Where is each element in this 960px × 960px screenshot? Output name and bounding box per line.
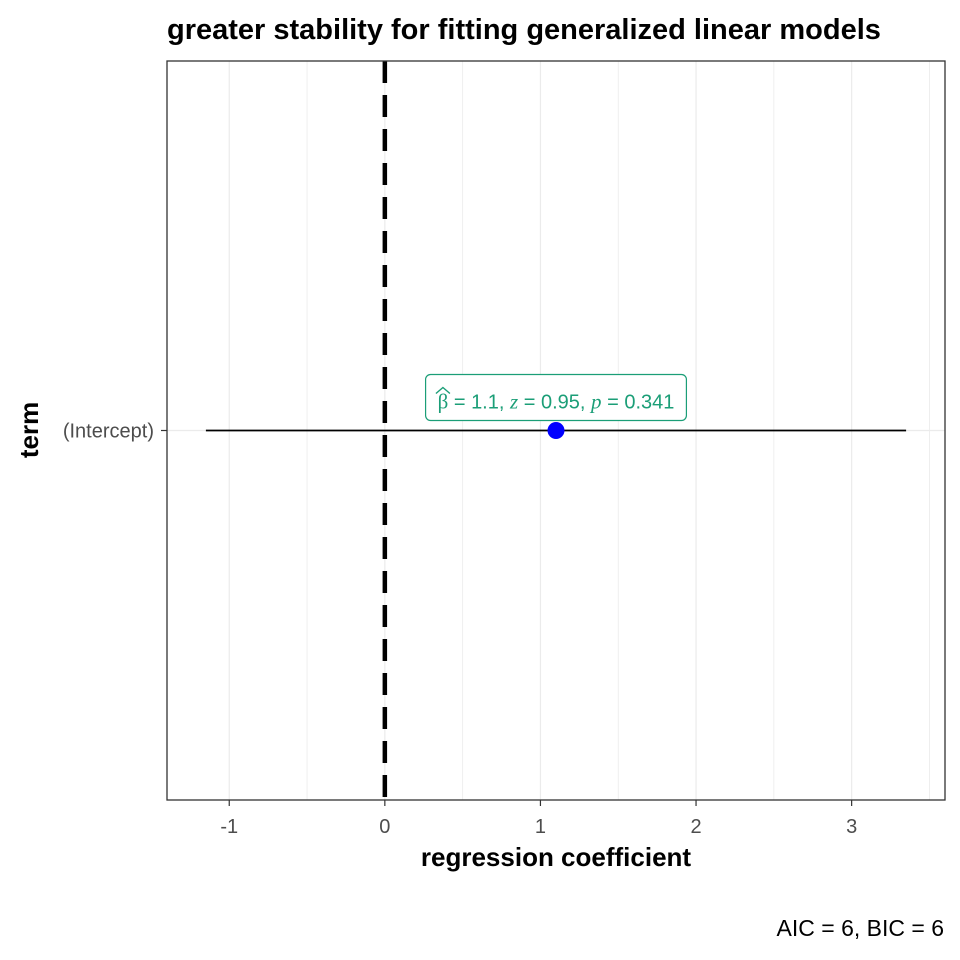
equals-sign: =: [448, 392, 471, 414]
beta-hat-accent: [435, 386, 451, 395]
x-tick-label: -1: [220, 816, 238, 838]
plot-panel: β = 1.1, z = 0.95, p = 0.341: [166, 60, 946, 801]
x-tick-label: 3: [846, 816, 857, 838]
point-estimate: [547, 422, 565, 439]
p-symbol: p: [589, 390, 602, 414]
x-tick-label: 0: [379, 816, 390, 838]
x-tick-label: 2: [690, 816, 701, 838]
separator: ,: [580, 392, 591, 414]
y-tick-label: (Intercept): [63, 421, 154, 443]
chart-title: greater stability for fitting generalize…: [167, 14, 881, 46]
beta-hat-symbol: β: [438, 390, 449, 414]
estimate-label: β = 1.1, z = 0.95, p = 0.341: [424, 373, 688, 422]
equals-sign: =: [518, 392, 541, 414]
estimate-label-box: [424, 373, 688, 422]
estimate-label-text: β = 1.1, z = 0.95, p = 0.341: [438, 390, 675, 414]
x-axis: -1 0 1 2 3: [220, 800, 857, 838]
p-value: 0.341: [624, 392, 674, 414]
z-symbol: z: [509, 390, 518, 414]
x-axis-title: regression coefficient: [421, 842, 692, 872]
x-tick-label: 1: [535, 816, 546, 838]
beta-value: 1.1: [471, 392, 499, 414]
z-value: 0.95: [541, 392, 580, 414]
separator: ,: [499, 392, 510, 414]
caption: AIC = 6, BIC = 6: [777, 915, 944, 941]
points: [547, 422, 565, 439]
y-axis: (Intercept): [63, 421, 167, 443]
equals-sign: =: [602, 392, 625, 414]
y-axis-title: term: [14, 402, 44, 458]
